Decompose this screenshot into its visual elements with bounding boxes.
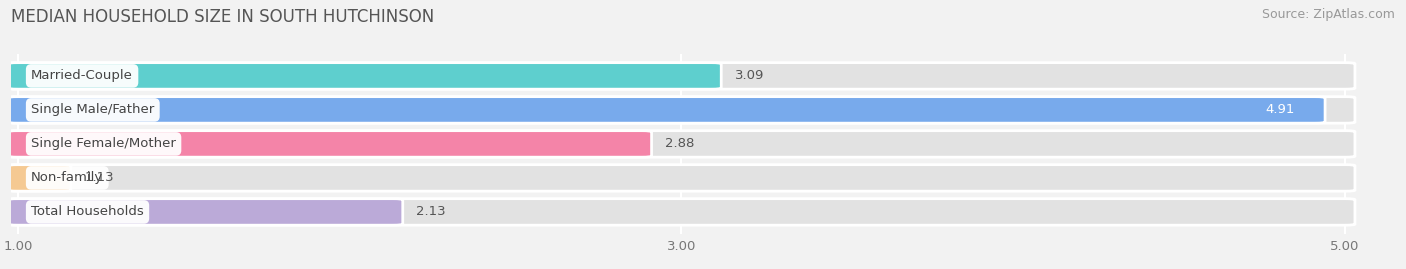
Text: Total Households: Total Households (31, 206, 143, 218)
FancyBboxPatch shape (8, 199, 1355, 225)
Text: 1.13: 1.13 (84, 171, 114, 185)
FancyBboxPatch shape (8, 165, 70, 191)
Text: 3.09: 3.09 (734, 69, 763, 82)
FancyBboxPatch shape (8, 63, 1355, 89)
FancyBboxPatch shape (8, 131, 651, 157)
Text: MEDIAN HOUSEHOLD SIZE IN SOUTH HUTCHINSON: MEDIAN HOUSEHOLD SIZE IN SOUTH HUTCHINSO… (11, 8, 434, 26)
FancyBboxPatch shape (8, 97, 1355, 123)
Text: Single Female/Mother: Single Female/Mother (31, 137, 176, 150)
Text: 4.91: 4.91 (1265, 103, 1295, 116)
FancyBboxPatch shape (8, 165, 1355, 191)
Text: Single Male/Father: Single Male/Father (31, 103, 155, 116)
Text: 2.13: 2.13 (416, 206, 446, 218)
Text: Non-family: Non-family (31, 171, 104, 185)
FancyBboxPatch shape (8, 97, 1324, 123)
FancyBboxPatch shape (8, 131, 1355, 157)
Text: Source: ZipAtlas.com: Source: ZipAtlas.com (1261, 8, 1395, 21)
FancyBboxPatch shape (8, 199, 402, 225)
Text: Married-Couple: Married-Couple (31, 69, 134, 82)
Text: 2.88: 2.88 (665, 137, 695, 150)
FancyBboxPatch shape (8, 63, 721, 89)
